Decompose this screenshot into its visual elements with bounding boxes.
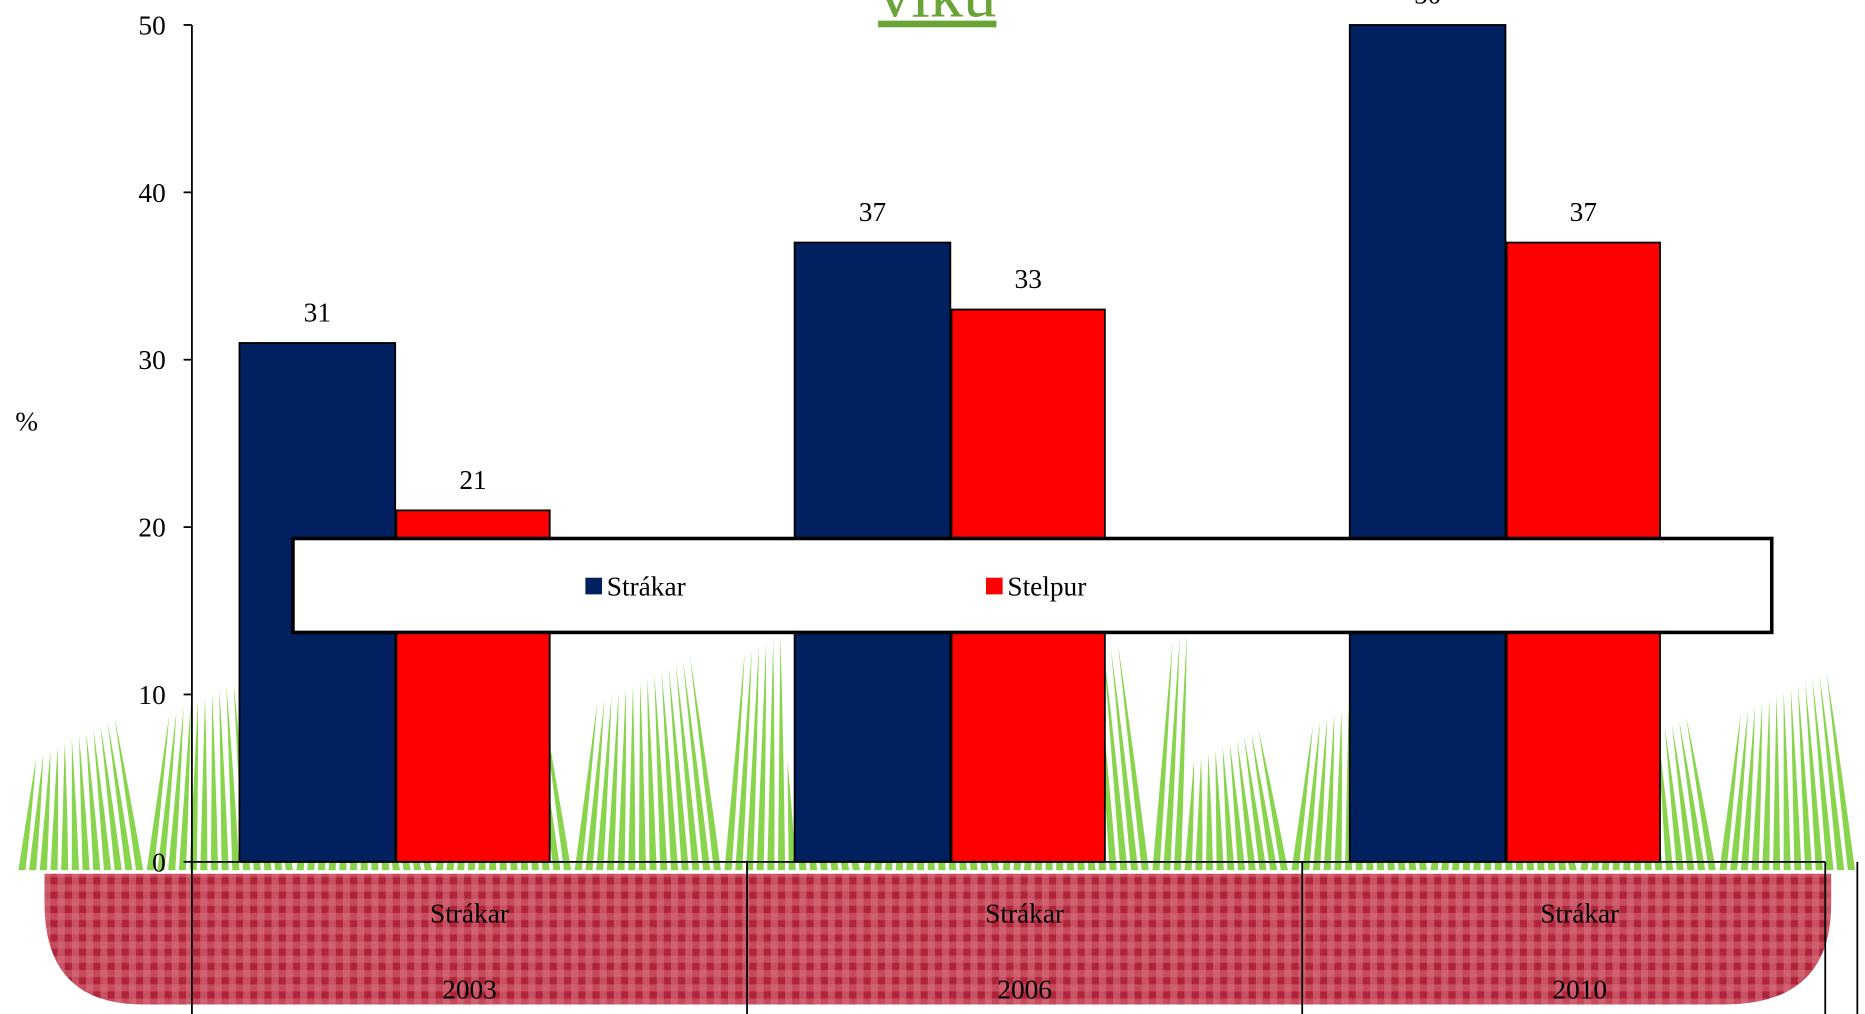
data-label: 50: [1414, 0, 1441, 10]
y-tick-label: 40: [138, 178, 165, 208]
bar: [1348, 24, 1507, 863]
y-axis-label: %: [15, 406, 38, 436]
data-label: 37: [859, 197, 886, 227]
legend-label: Stelpur: [1007, 572, 1086, 602]
legend-swatch: [985, 577, 1003, 595]
data-label: 37: [1570, 197, 1597, 227]
x-tick-sublabel: Strákar: [430, 898, 509, 928]
tablecloth: [44, 873, 1832, 1005]
y-tick-label: 30: [138, 345, 165, 375]
data-label: 33: [1015, 264, 1042, 294]
y-tick-label: 50: [138, 10, 165, 40]
data-label: 31: [304, 298, 331, 328]
x-tick-sublabel: Strákar: [1540, 898, 1619, 928]
x-tick-label: 2010: [1552, 975, 1607, 1005]
data-label: 21: [459, 465, 486, 495]
legend-label: Strákar: [607, 572, 686, 602]
x-tick-label: 2006: [997, 975, 1052, 1005]
legend-box: [291, 536, 1774, 635]
chart-title: viku: [878, 0, 996, 32]
x-tick-label: 2003: [442, 975, 497, 1005]
y-tick-label: 20: [138, 513, 165, 543]
x-tick-sublabel: Strákar: [985, 898, 1064, 928]
legend-swatch: [585, 577, 603, 595]
y-tick-label: 10: [138, 680, 165, 710]
y-tick-label: 0: [152, 847, 166, 877]
